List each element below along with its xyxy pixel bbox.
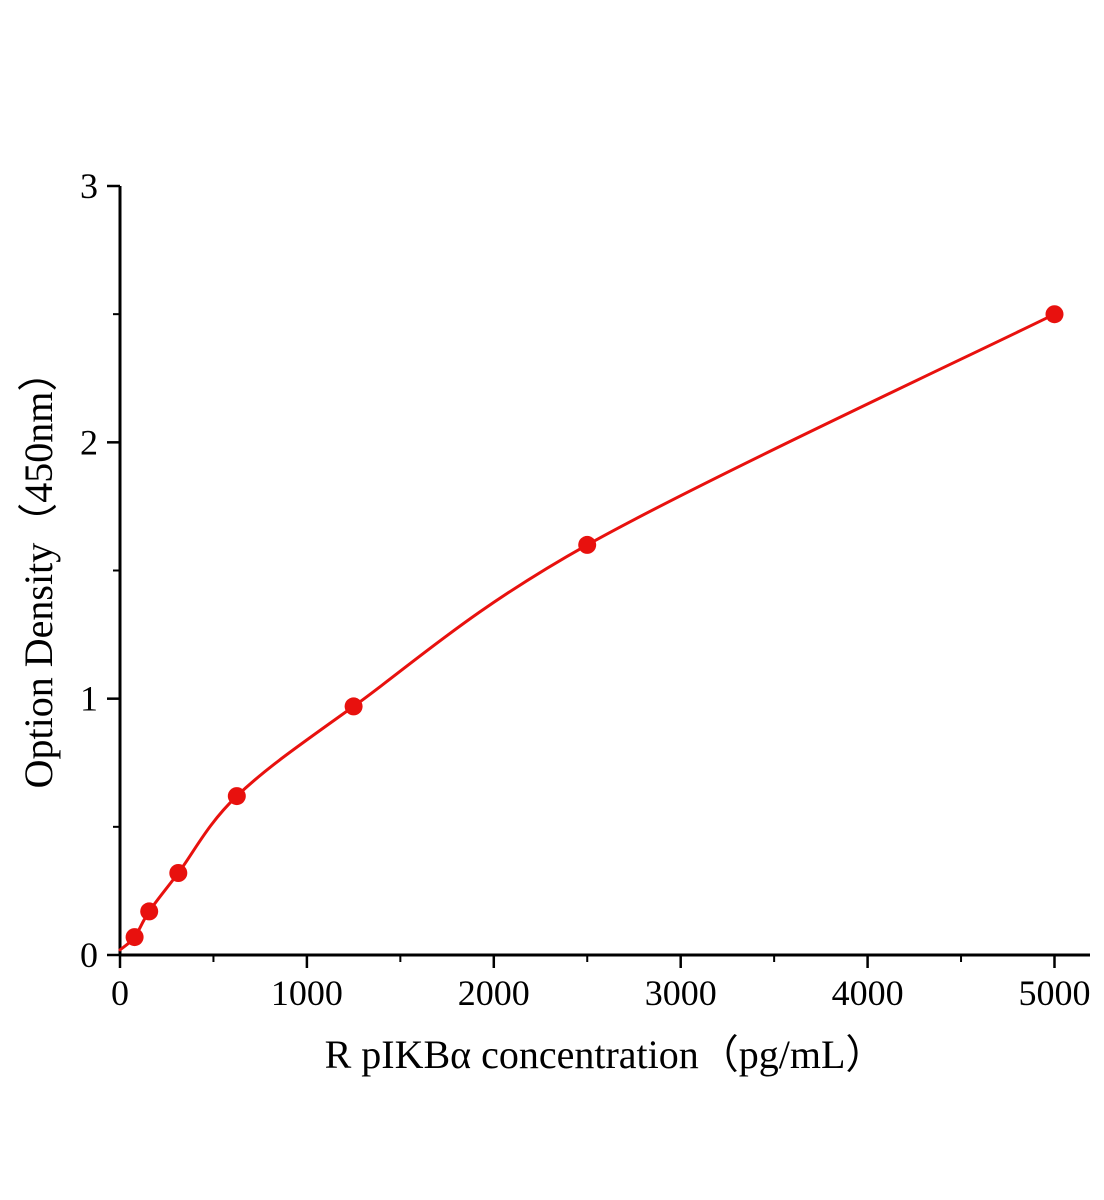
y-tick-group: 0 1 2 3 — [80, 166, 120, 975]
fitted-curve — [118, 312, 1056, 952]
y-tick-label: 0 — [80, 935, 98, 975]
x-tick-label: 2000 — [458, 973, 530, 1013]
x-tick-label: 5000 — [1018, 973, 1090, 1013]
y-tick-label: 2 — [80, 422, 98, 462]
y-tick-label: 3 — [80, 166, 98, 206]
data-point-marker — [140, 902, 159, 921]
y-tick-label: 1 — [80, 679, 98, 719]
x-tick-label: 3000 — [645, 973, 717, 1013]
x-tick-label: 1000 — [271, 973, 343, 1013]
data-point-marker — [1045, 305, 1064, 324]
y-axis-title: Option Density（450nm） — [16, 352, 61, 789]
x-tick-group: 0 1000 2000 3000 4000 5000 — [111, 955, 1090, 1013]
data-point-marker — [125, 928, 144, 947]
data-point-marker — [169, 864, 188, 882]
standard-curve-path — [118, 312, 1056, 952]
data-point-marker — [227, 787, 246, 806]
x-tick-label: 4000 — [832, 973, 904, 1013]
x-tick-label: 0 — [111, 973, 129, 1013]
data-point-markers — [125, 305, 1064, 947]
data-point-marker — [578, 535, 597, 554]
data-point-marker — [344, 697, 363, 716]
x-axis-title: R pIKBα concentration（pg/mL） — [325, 1032, 886, 1077]
